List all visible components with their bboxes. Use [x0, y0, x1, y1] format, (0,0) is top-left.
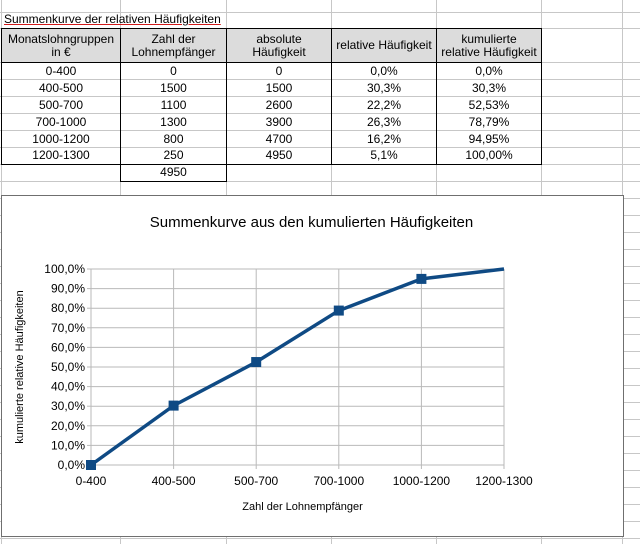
cell-earners-count[interactable]: 250 — [120, 147, 227, 165]
cell-earners-count[interactable]: 1100 — [120, 96, 227, 114]
x-axis-label: Zahl der Lohnempfänger — [242, 501, 363, 513]
x-tick-label: 0-400 — [76, 474, 107, 488]
cell-cumulative-frequency[interactable]: 0,0% — [436, 62, 542, 80]
cell-wage-group[interactable]: 1200-1300 — [1, 147, 121, 165]
x-tick-label: 1200-1300 — [475, 474, 533, 488]
y-tick-label: 30,0% — [51, 399, 85, 413]
cell-earners-count[interactable]: 800 — [120, 130, 227, 148]
y-tick-label: 100,0% — [44, 262, 85, 276]
header-wage-group[interactable]: Monatslohngruppen in € — [1, 28, 121, 63]
cell-wage-group[interactable]: 0-400 — [1, 62, 121, 80]
cell-absolute-frequency[interactable]: 1500 — [226, 79, 332, 97]
header-absolute-frequency[interactable]: absolute Häufigkeit — [226, 28, 332, 63]
cell-wage-group[interactable]: 1000-1200 — [1, 130, 121, 148]
cell-relative-frequency[interactable]: 16,2% — [331, 130, 437, 148]
cell-relative-frequency[interactable]: 30,3% — [331, 79, 437, 97]
cell-relative-frequency[interactable]: 22,2% — [331, 96, 437, 114]
y-tick-label: 10,0% — [51, 438, 85, 452]
header-earners-count[interactable]: Zahl der Lohnempfänger — [120, 28, 227, 63]
series-line[interactable] — [89, 267, 505, 467]
data-point-marker[interactable] — [168, 400, 179, 411]
sheet-title: Summenkurve der relativen Häufigkeiten — [4, 12, 221, 26]
cell-wage-group[interactable]: 400-500 — [1, 79, 121, 97]
x-tick-label: 500-700 — [234, 474, 278, 488]
cell-wage-group[interactable]: 700-1000 — [1, 113, 121, 131]
cell-absolute-frequency[interactable]: 4950 — [226, 147, 332, 165]
cell-absolute-frequency[interactable]: 0 — [226, 62, 332, 80]
chart-frame[interactable]: Summenkurve aus den kumulierten Häufigke… — [1, 195, 624, 537]
cell-absolute-frequency[interactable]: 4700 — [226, 130, 332, 148]
cell-earners-count[interactable]: 0 — [120, 62, 227, 80]
cell-cumulative-frequency[interactable]: 94,95% — [436, 130, 542, 148]
y-tick-label: 0,0% — [58, 458, 86, 472]
y-tick-label: 60,0% — [51, 340, 85, 354]
data-point-marker[interactable] — [251, 357, 262, 368]
x-tick-label: 400-500 — [152, 474, 196, 488]
cell-cumulative-frequency[interactable]: 30,3% — [436, 79, 542, 97]
cumulative-frequency-chart: Summenkurve aus den kumulierten Häufigke… — [14, 214, 533, 513]
chart-title: Summenkurve aus den kumulierten Häufigke… — [150, 214, 474, 231]
x-tick-label: 1000-1200 — [393, 474, 451, 488]
x-tick-label: 700-1000 — [313, 474, 364, 488]
header-relative-frequency[interactable]: relative Häufigkeit — [331, 28, 437, 63]
y-tick-label: 50,0% — [51, 360, 85, 374]
data-point-marker[interactable] — [86, 460, 96, 470]
y-tick-label: 20,0% — [51, 419, 85, 433]
cell-absolute-frequency[interactable]: 2600 — [226, 96, 332, 114]
cell-relative-frequency[interactable]: 0,0% — [331, 62, 437, 80]
cell-cumulative-frequency[interactable]: 78,79% — [436, 113, 542, 131]
data-point-marker[interactable] — [333, 305, 344, 316]
y-tick-label: 90,0% — [51, 282, 85, 296]
y-axis-label: kumulierte relative Häufigkeiten — [14, 290, 26, 443]
total-earners-cell[interactable]: 4950 — [120, 164, 227, 182]
y-tick-label: 70,0% — [51, 321, 85, 335]
y-tick-label: 80,0% — [51, 301, 85, 315]
cell-absolute-frequency[interactable]: 3900 — [226, 113, 332, 131]
cell-earners-count[interactable]: 1500 — [120, 79, 227, 97]
cell-wage-group[interactable]: 500-700 — [1, 96, 121, 114]
cell-relative-frequency[interactable]: 26,3% — [331, 113, 437, 131]
cell-cumulative-frequency[interactable]: 100,00% — [436, 147, 542, 165]
y-tick-label: 40,0% — [51, 380, 85, 394]
cell-earners-count[interactable]: 1300 — [120, 113, 227, 131]
data-point-marker[interactable] — [416, 273, 427, 284]
cell-relative-frequency[interactable]: 5,1% — [331, 147, 437, 165]
cell-cumulative-frequency[interactable]: 52,53% — [436, 96, 542, 114]
header-cumulative-frequency[interactable]: kumulierte relative Häufigkeit — [436, 28, 542, 63]
